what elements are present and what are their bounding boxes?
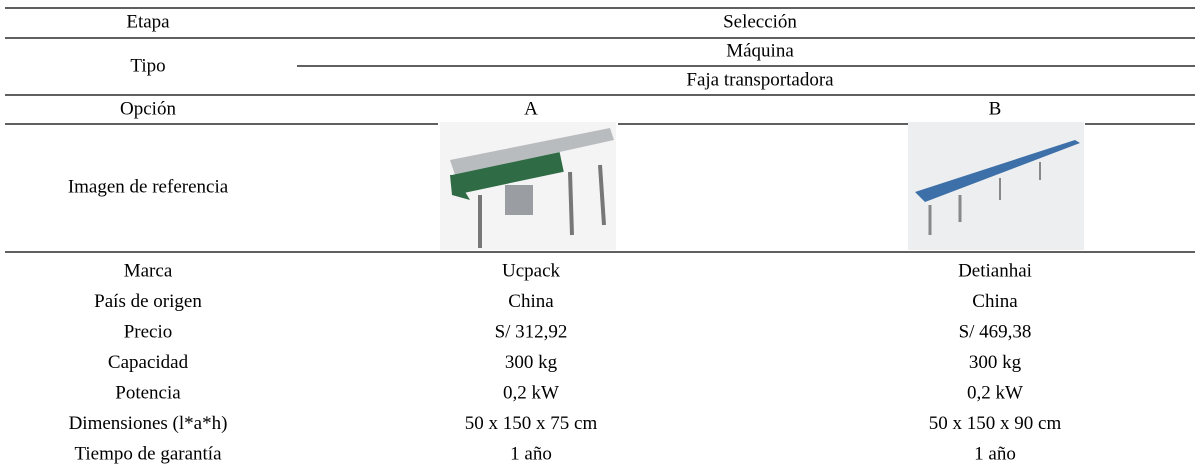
option-label: Opción xyxy=(120,98,176,119)
option-a-value: 300 kg xyxy=(505,352,558,373)
stage: Selección xyxy=(723,11,797,32)
option-b-value: S/ 469,38 xyxy=(959,321,1032,342)
row-label: Tiempo de garantía xyxy=(74,443,222,464)
image-label: Imagen de referencia xyxy=(68,176,229,197)
subtype: Faja transportadora xyxy=(686,69,834,90)
conveyor-image-b xyxy=(908,122,1084,250)
type-label: Tipo xyxy=(130,55,165,76)
option-b-value: China xyxy=(972,291,1018,312)
row-label: Precio xyxy=(124,321,173,342)
option: A xyxy=(524,98,538,119)
option-b-value: Detianhai xyxy=(958,260,1032,281)
option-a-value: Ucpack xyxy=(502,260,561,281)
row-label: Potencia xyxy=(115,382,181,403)
type: Máquina xyxy=(726,40,794,61)
option-a-value: 0,2 kW xyxy=(503,382,559,403)
stage-label: Etapa xyxy=(126,11,170,32)
row-label: Dimensiones (l*a*h) xyxy=(69,413,228,434)
option-b-value: 50 x 150 x 90 cm xyxy=(929,413,1062,434)
option-a-value: 1 año xyxy=(510,443,552,464)
option: B xyxy=(989,98,1002,119)
option-a-value: S/ 312,92 xyxy=(495,321,568,342)
row-label: País de origen xyxy=(94,291,202,312)
option-a-value: China xyxy=(508,291,554,312)
option-b-value: 0,2 kW xyxy=(967,382,1023,403)
row-label: Capacidad xyxy=(108,352,189,373)
option-b-value: 300 kg xyxy=(969,352,1022,373)
option-b-value: 1 año xyxy=(974,443,1016,464)
row-label: Marca xyxy=(124,260,173,281)
conveyor-image-a xyxy=(440,122,616,250)
option-a-value: 50 x 150 x 75 cm xyxy=(465,413,598,434)
